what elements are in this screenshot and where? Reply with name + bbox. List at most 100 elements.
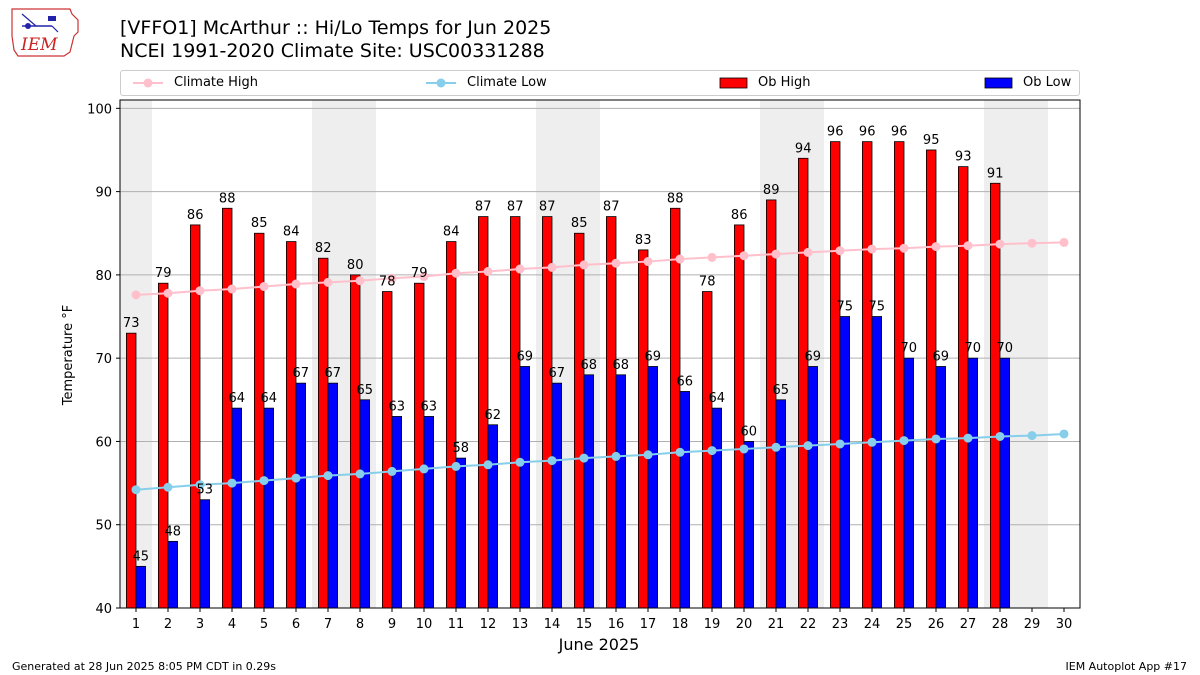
ob-low-label: 65 <box>773 383 790 398</box>
x-tick-label: 23 <box>832 617 849 632</box>
ob-low-label: 64 <box>229 391 246 406</box>
x-tick-label: 13 <box>512 617 529 632</box>
ob-high-label: 96 <box>827 125 844 140</box>
climate-high-point <box>995 239 1005 249</box>
ob-high-label: 85 <box>571 216 588 231</box>
ob-low-label: 53 <box>197 483 214 498</box>
x-tick-label: 3 <box>196 617 204 632</box>
footer-app-id: IEM Autoplot App #17 <box>1065 660 1188 673</box>
climate-high-point <box>867 244 877 254</box>
chart-subtitle: NCEI 1991-2020 Climate Site: USC00331288 <box>120 40 545 62</box>
x-tick-label: 1 <box>132 617 140 632</box>
climate-low-point <box>963 433 973 443</box>
ob-high-label: 79 <box>411 266 428 281</box>
climate-low-point <box>291 473 301 483</box>
ob-high-label: 78 <box>699 275 716 290</box>
ob-low-bar <box>519 366 531 609</box>
x-axis-label: June 2025 <box>558 635 640 654</box>
ob-low-bar <box>679 391 691 609</box>
ob-high-bar <box>126 332 137 609</box>
climate-low-point <box>803 441 813 451</box>
climate-high-point <box>899 243 909 253</box>
ob-high-label: 86 <box>731 208 748 223</box>
y-tick-label: 80 <box>95 269 112 284</box>
ob-high-bar <box>413 282 425 609</box>
climate-high-point <box>547 262 557 272</box>
climate-low-point <box>771 442 781 452</box>
ob-low-bar <box>743 441 755 609</box>
legend-item-climate-low: Climate Low <box>424 75 547 90</box>
x-tick-label: 19 <box>704 617 721 632</box>
ob-high-bar <box>926 149 937 609</box>
ob-high-bar <box>606 216 617 609</box>
x-tick-label: 29 <box>1024 617 1041 632</box>
climate-low-point <box>355 469 365 479</box>
climate-high-point <box>451 268 461 278</box>
climate-low-point <box>547 456 557 466</box>
ob-low-bar <box>167 540 179 609</box>
climate-high-point <box>931 242 941 252</box>
climate-low-point <box>1027 431 1037 441</box>
ob-low-label: 75 <box>837 300 854 315</box>
ob-low-label: 68 <box>581 358 598 373</box>
x-tick-label: 20 <box>736 617 753 632</box>
ob-low-label: 63 <box>421 399 438 414</box>
x-tick-label: 10 <box>416 617 433 632</box>
climate-low-line <box>135 432 1065 491</box>
chart-title: [VFFO1] McArthur :: Hi/Lo Temps for Jun … <box>120 17 552 39</box>
climate-low-point <box>451 461 461 471</box>
legend-label: Ob Low <box>1023 75 1072 90</box>
ob-high-label: 93 <box>955 150 972 165</box>
x-tick-label: 7 <box>324 617 332 632</box>
x-tick-label: 5 <box>260 617 268 632</box>
ob-low-label: 65 <box>357 383 374 398</box>
climate-high-point <box>483 267 493 277</box>
ob-low-label: 69 <box>805 349 822 364</box>
ob-high-bar <box>670 207 681 609</box>
ob-low-bar <box>583 374 595 609</box>
y-tick-label: 100 <box>87 102 112 117</box>
ob-low-label: 67 <box>549 366 566 381</box>
ob-high-label: 84 <box>443 225 460 240</box>
climate-low-point <box>227 478 237 488</box>
climate-low-point <box>867 437 877 447</box>
ob-high-label: 88 <box>667 191 684 206</box>
climate-high-point <box>579 260 589 270</box>
climate-high-point <box>771 249 781 259</box>
ob-high-bar <box>381 291 393 609</box>
ob-high-bar <box>766 199 777 609</box>
x-tick-label: 15 <box>576 617 593 632</box>
climate-high-point <box>515 264 525 274</box>
climate-high-point <box>963 241 973 251</box>
climate-high-point <box>611 258 621 268</box>
ob-low-label: 70 <box>997 341 1014 356</box>
ob-high-bar <box>189 224 201 609</box>
ob-low-label: 58 <box>453 441 470 456</box>
ob-high-bar <box>830 141 841 609</box>
iem-logo: IEM <box>8 6 82 60</box>
ob-high-bar <box>798 157 809 609</box>
ob-high-bar <box>574 232 585 609</box>
ob-low-bar <box>775 399 787 609</box>
climate-high-line <box>135 241 1065 296</box>
climate-high-point <box>1059 237 1069 247</box>
ob-high-label: 79 <box>155 266 172 281</box>
ob-low-bar <box>487 424 499 609</box>
climate-low-point <box>579 453 589 463</box>
legend-item-ob-low: Ob Low <box>984 75 1071 90</box>
climate-low-point <box>739 444 749 454</box>
climate-high-point <box>1027 238 1037 248</box>
ob-low-bar <box>231 407 243 609</box>
ob-low-bar <box>327 382 339 609</box>
ob-low-label: 75 <box>869 300 886 315</box>
ob-high-label: 91 <box>987 166 1004 181</box>
x-tick-label: 11 <box>448 617 465 632</box>
x-tick-label: 21 <box>768 617 785 632</box>
climate-high-point <box>355 276 365 286</box>
ob-high-bar <box>862 141 873 609</box>
climate-low-point <box>515 457 525 467</box>
ob-high-label: 85 <box>251 216 268 231</box>
ob-high-label: 87 <box>475 200 492 215</box>
climate-low-point <box>323 471 333 481</box>
